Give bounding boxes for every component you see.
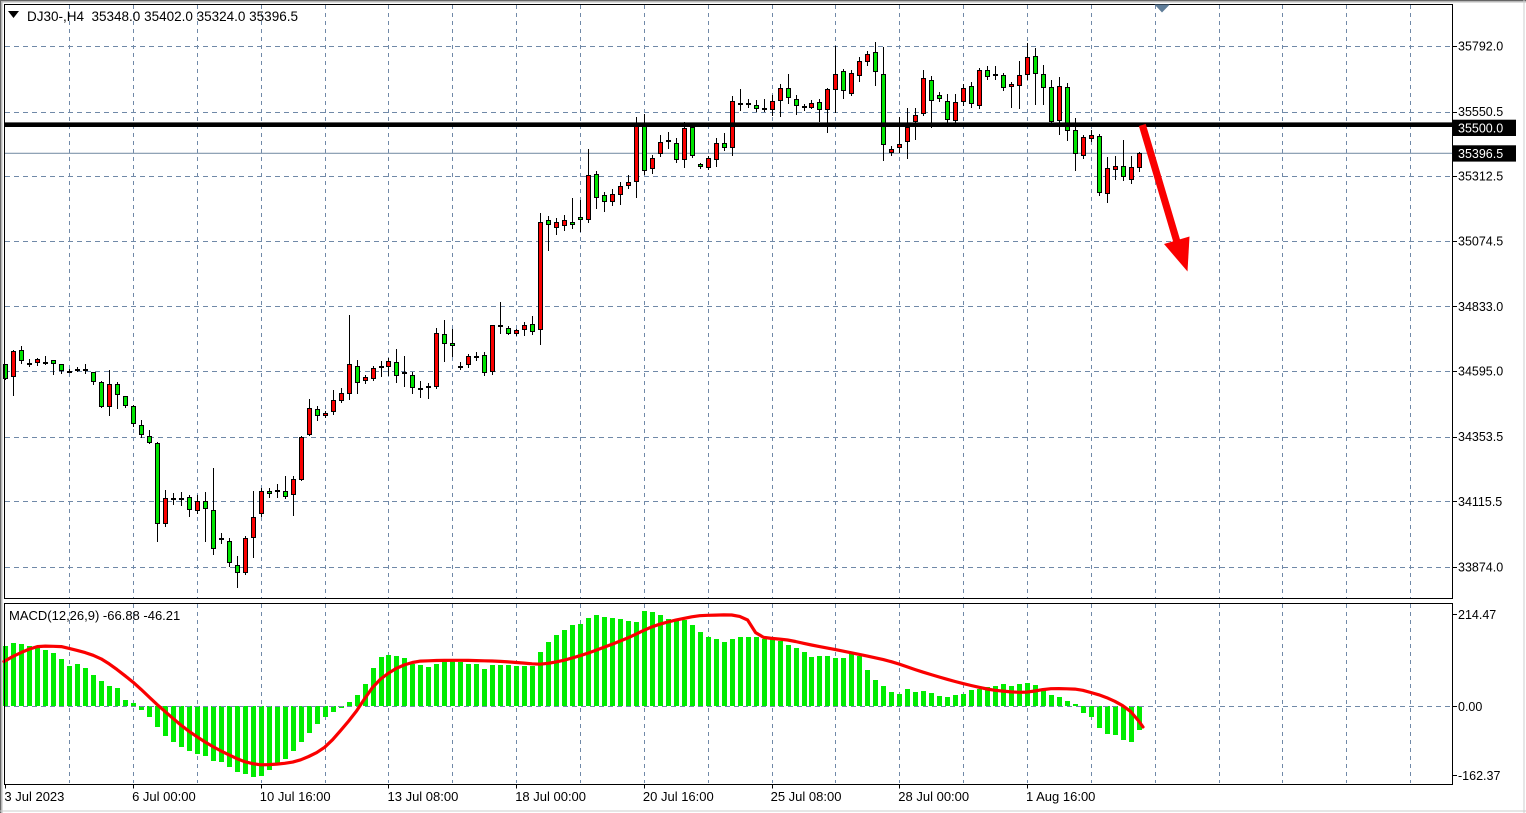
svg-text:35312.5: 35312.5 — [1458, 170, 1503, 184]
svg-text:18 Jul 00:00: 18 Jul 00:00 — [515, 789, 586, 804]
svg-text:33874.0: 33874.0 — [1458, 560, 1503, 574]
svg-text:35792.0: 35792.0 — [1458, 39, 1503, 53]
svg-text:6 Jul 00:00: 6 Jul 00:00 — [132, 789, 196, 804]
svg-text:20 Jul 16:00: 20 Jul 16:00 — [643, 789, 714, 804]
svg-text:35550.5: 35550.5 — [1458, 105, 1503, 119]
svg-text:13 Jul 08:00: 13 Jul 08:00 — [388, 789, 459, 804]
svg-text:-162.37: -162.37 — [1458, 769, 1500, 783]
svg-text:25 Jul 08:00: 25 Jul 08:00 — [771, 789, 842, 804]
svg-text:34353.5: 34353.5 — [1458, 430, 1503, 444]
svg-text:35396.5: 35396.5 — [1458, 147, 1503, 161]
svg-text:3 Jul 2023: 3 Jul 2023 — [4, 789, 64, 804]
svg-text:MACD(12,26,9) -66.88 -46.21: MACD(12,26,9) -66.88 -46.21 — [9, 608, 180, 623]
svg-text:35500.0: 35500.0 — [1458, 121, 1503, 135]
svg-text:1 Aug 16:00: 1 Aug 16:00 — [1026, 789, 1095, 804]
svg-text:28 Jul 00:00: 28 Jul 00:00 — [898, 789, 969, 804]
svg-text:DJ30-,H4 35348.0 35402.0 3532: DJ30-,H4 35348.0 35402.0 35324.0 35396.5 — [27, 9, 298, 24]
svg-text:34595.0: 34595.0 — [1458, 365, 1503, 379]
svg-text:35074.5: 35074.5 — [1458, 234, 1503, 248]
svg-text:34115.5: 34115.5 — [1458, 495, 1502, 509]
svg-text:34833.0: 34833.0 — [1458, 300, 1503, 314]
svg-text:214.47: 214.47 — [1458, 608, 1496, 622]
svg-text:0.00: 0.00 — [1458, 700, 1482, 714]
svg-text:10 Jul 16:00: 10 Jul 16:00 — [260, 789, 331, 804]
